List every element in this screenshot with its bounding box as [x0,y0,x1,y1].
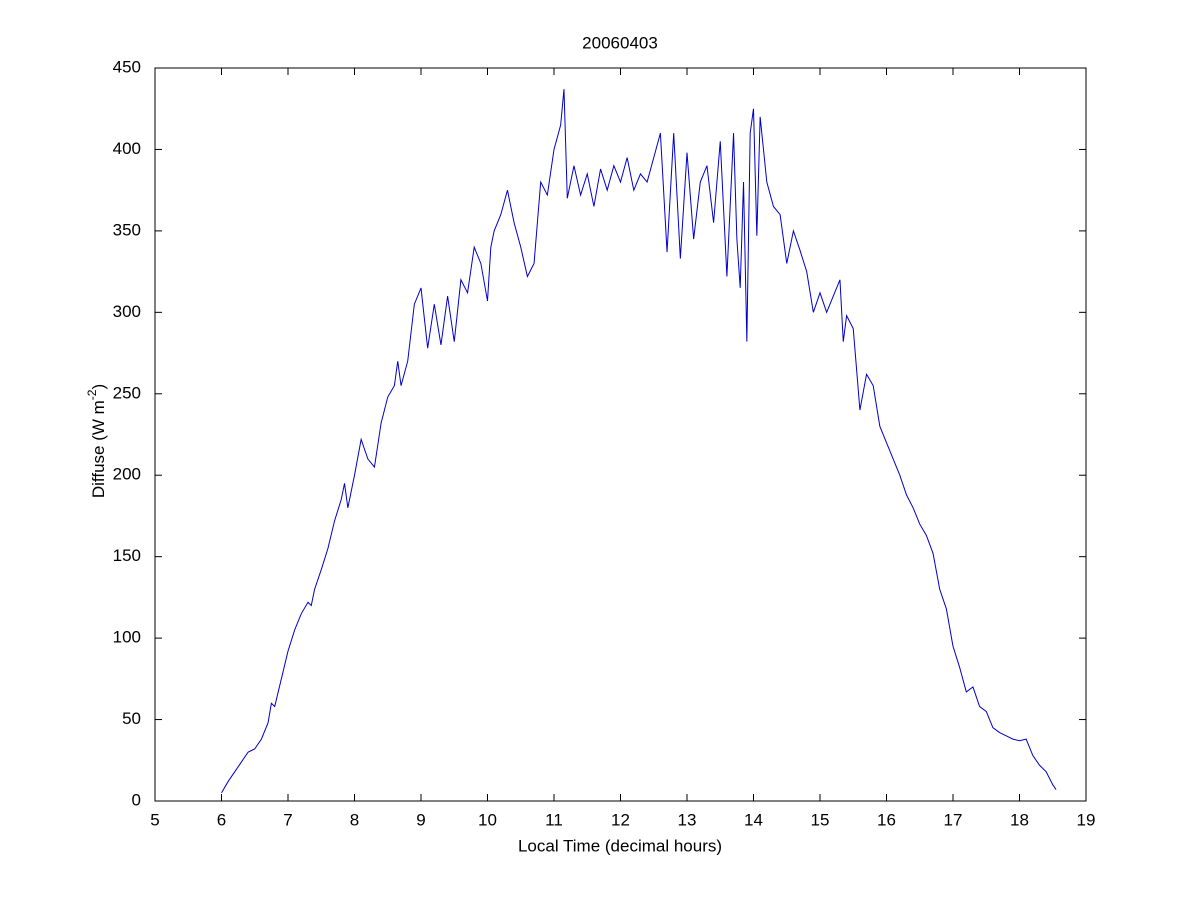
y-tick-label: 200 [113,465,141,484]
y-tick-label: 450 [113,57,141,76]
x-tick-label: 8 [350,810,359,829]
x-tick-label: 15 [811,810,830,829]
x-axis-label: Local Time (decimal hours) [518,836,722,855]
chart-title: 20060403 [582,33,658,52]
x-tick-label: 7 [283,810,292,829]
x-tick-label: 13 [678,810,697,829]
x-tick-label: 5 [150,810,159,829]
x-tick-label: 6 [217,810,226,829]
x-tick-label: 10 [478,810,497,829]
x-tick-label: 11 [545,810,563,829]
y-axis-label: Diffuse (W m-2) [85,384,108,498]
y-tick-label: 250 [113,383,141,402]
y-tick-label: 400 [113,139,141,158]
x-tick-label: 17 [944,810,963,829]
y-tick-label: 100 [113,628,141,647]
x-tick-label: 14 [744,810,763,829]
y-tick-label: 300 [113,302,141,321]
x-tick-label: 12 [611,810,630,829]
plot-frame [154,67,1087,802]
x-tick-label: 18 [1010,810,1029,829]
x-tick-label: 9 [416,810,425,829]
y-tick-label: 150 [113,546,141,565]
x-tick-label: 16 [877,810,896,829]
data-line [221,89,1057,794]
x-tick-label: 19 [1077,810,1096,829]
y-tick-label: 350 [113,220,141,239]
y-tick-label: 0 [132,790,141,809]
y-tick-label: 50 [122,709,141,728]
